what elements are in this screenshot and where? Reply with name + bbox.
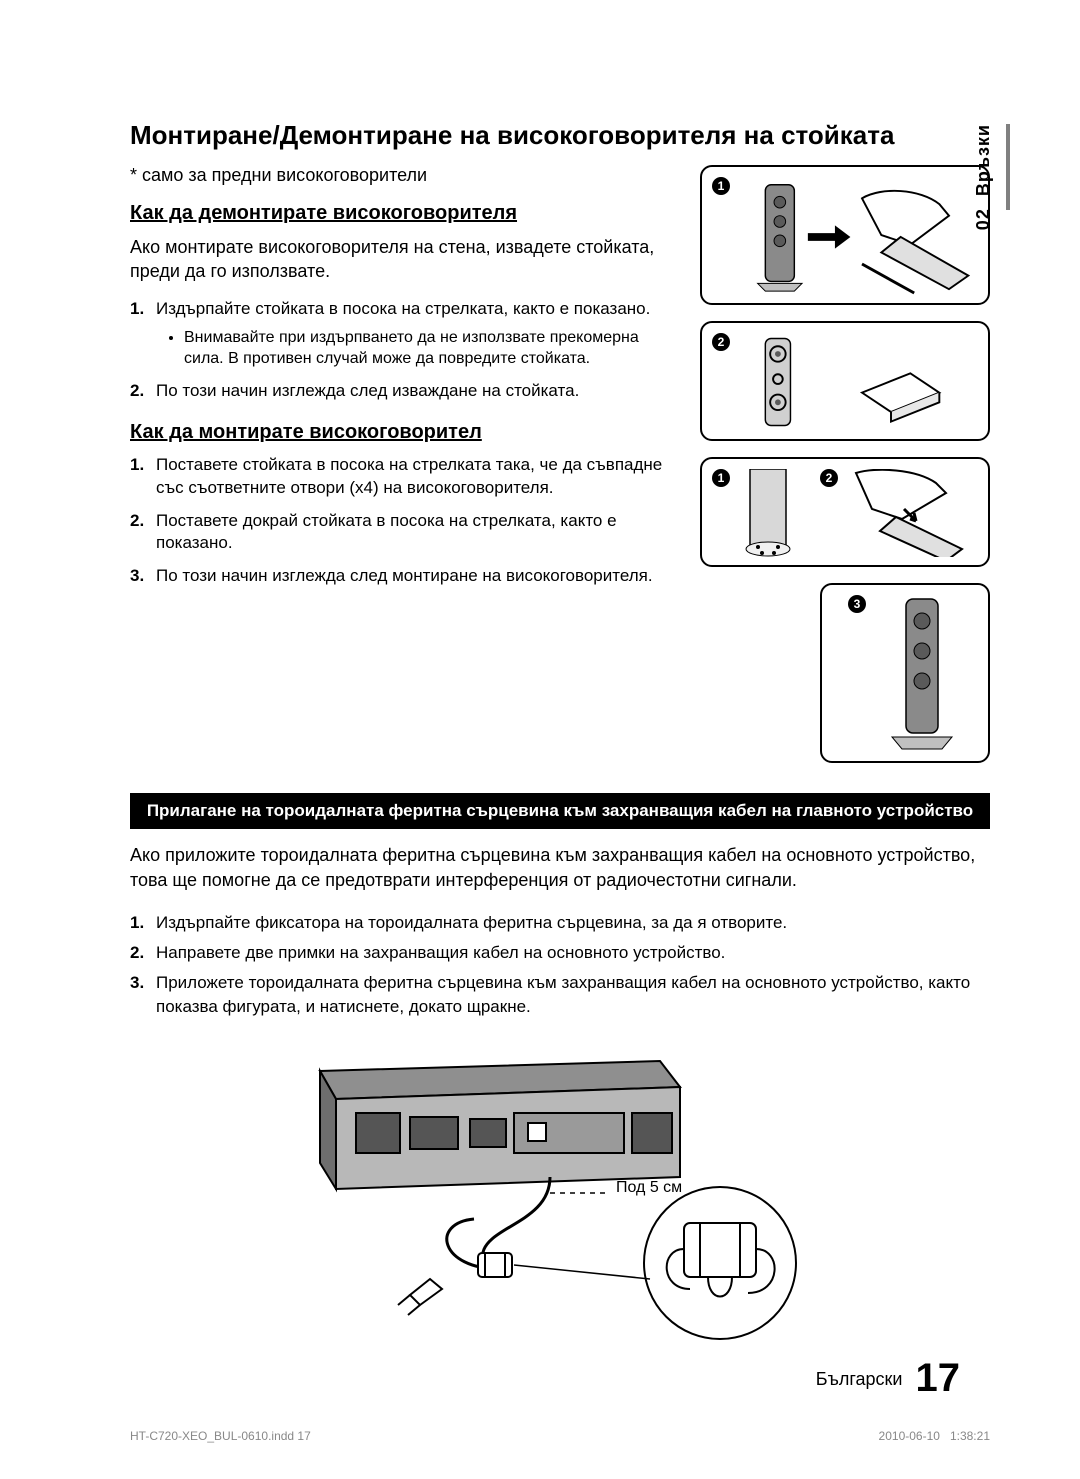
footer-datetime: 2010-06-10 1:38:21 xyxy=(879,1429,990,1443)
bullet-item: Внимавайте при издърпването да не използ… xyxy=(184,327,676,370)
speaker-bottom-icon xyxy=(738,469,798,557)
list-item: 2. Направете две примки на захранващия к… xyxy=(130,941,990,965)
section1-heading: Как да демонтирате високоговорителя xyxy=(130,202,676,225)
speaker-pull-icon xyxy=(746,177,978,295)
step-number: 1. xyxy=(130,911,144,935)
section1-intro: Ако монтирате високоговорителя на стена,… xyxy=(130,235,676,284)
section1-steps: 1. Издърпайте стойката в посока на стрел… xyxy=(130,298,676,403)
step-text: По този начин изглежда след монтиране на… xyxy=(156,566,653,585)
left-column: * само за предни високоговорители Как да… xyxy=(130,165,676,763)
step-text: Издърпайте фиксатора на тороидалната фер… xyxy=(156,913,787,932)
footer-time: 1:38:21 xyxy=(950,1429,990,1443)
page: 02 Връзки Монтиране/Демонтиране на висок… xyxy=(0,0,1080,1479)
step-number: 2. xyxy=(130,510,144,533)
page-foot: Български 17 xyxy=(816,1356,960,1401)
device-toroid-icon xyxy=(280,1043,840,1343)
list-item: 2. Поставете докрай стойката в посока на… xyxy=(130,510,676,556)
step-number: 3. xyxy=(130,971,144,995)
page-lang: Български xyxy=(816,1369,903,1389)
side-tab: 02 Връзки xyxy=(973,124,994,230)
list-item: 2. По този начин изглежда след изваждане… xyxy=(130,380,676,403)
list-item: 3. Приложете тороидалната феритна сърцев… xyxy=(130,971,990,1019)
section2-heading: Как да монтирате високоговорител xyxy=(130,421,676,444)
step-number: 1. xyxy=(130,298,144,321)
side-bar xyxy=(1006,124,1010,210)
callout-1b: 1 xyxy=(712,469,730,487)
star-note: * само за предни високоговорители xyxy=(130,165,676,186)
callout-1: 1 xyxy=(712,177,730,195)
step-number: 1. xyxy=(130,454,144,477)
side-tab-label: Връзки xyxy=(973,124,993,196)
step-text: Поставете стойката в посока на стрелката… xyxy=(156,455,662,497)
list-item: 1. Издърпайте фиксатора на тороидалната … xyxy=(130,911,990,935)
diagram-mount-1-2: 1 2 xyxy=(700,457,990,567)
right-column: 1 xyxy=(700,165,990,763)
device-figure: Под 5 см xyxy=(280,1043,840,1348)
caption-under-5cm: Под 5 см xyxy=(616,1179,682,1197)
step-text: Поставете докрай стойката в посока на ст… xyxy=(156,511,617,553)
footer-date: 2010-06-10 xyxy=(879,1429,940,1443)
list-item: 1. Издърпайте стойката в посока на стрел… xyxy=(130,298,676,370)
step-number: 2. xyxy=(130,380,144,403)
list-item: 3. По този начин изглежда след монтиране… xyxy=(130,565,676,588)
step-text: Направете две примки на захранващия кабе… xyxy=(156,943,725,962)
step-text: Приложете тороидалната феритна сърцевина… xyxy=(156,973,970,1016)
step-text: По този начин изглежда след изваждане на… xyxy=(156,381,579,400)
sub-bullets: Внимавайте при издърпването да не използ… xyxy=(156,327,676,370)
callout-2: 2 xyxy=(712,333,730,351)
page-number: 17 xyxy=(916,1356,961,1400)
speaker-assembled-icon xyxy=(882,595,962,753)
list-item: 1. Поставете стойката в посока на стрелк… xyxy=(130,454,676,500)
section2-steps: 1. Поставете стойката в посока на стрелк… xyxy=(130,454,676,589)
diagram-dismount: 1 xyxy=(700,165,990,305)
footer-file: HT-C720-XEO_BUL-0610.indd 17 xyxy=(130,1429,311,1443)
step-number: 3. xyxy=(130,565,144,588)
speaker-separated-icon xyxy=(746,333,978,431)
black-banner: Прилагане на тороидалната феритна сърцев… xyxy=(130,793,990,829)
callout-2b: 2 xyxy=(820,469,838,487)
step-text: Издърпайте стойката в посока на стрелкат… xyxy=(156,299,650,318)
side-tab-num: 02 xyxy=(973,208,993,230)
footer-meta: HT-C720-XEO_BUL-0610.indd 17 2010-06-10 … xyxy=(130,1429,990,1443)
step-number: 2. xyxy=(130,941,144,965)
toroid-steps: 1. Издърпайте фиксатора на тороидалната … xyxy=(130,911,990,1018)
diagram-assembled: 3 xyxy=(820,583,990,763)
stand-insert-icon xyxy=(846,469,966,557)
page-title: Монтиране/Демонтиране на високоговорител… xyxy=(130,120,990,151)
toroid-intro: Ако приложите тороидалната феритна сърце… xyxy=(130,843,990,893)
content-row: * само за предни високоговорители Как да… xyxy=(130,165,990,763)
callout-3: 3 xyxy=(848,595,866,613)
diagram-removed: 2 xyxy=(700,321,990,441)
